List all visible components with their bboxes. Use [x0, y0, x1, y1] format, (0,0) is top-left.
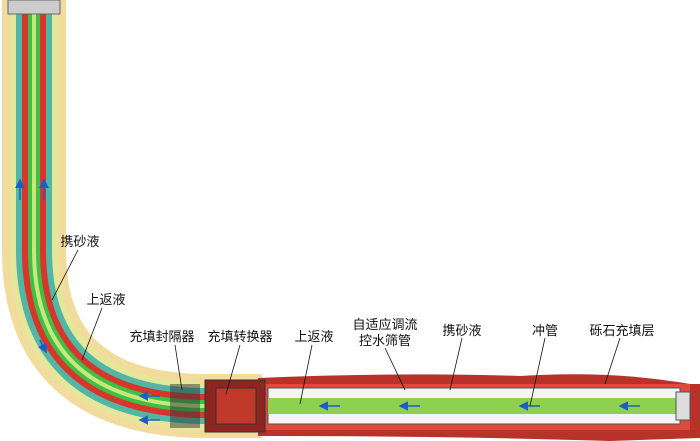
- label: 上返液: [86, 293, 125, 308]
- label: 上返液: [294, 330, 333, 345]
- label: 充填封隔器: [129, 329, 194, 345]
- label: 冲管: [532, 324, 558, 339]
- leaders: [51, 249, 621, 407]
- label: 充填转换器: [207, 329, 272, 345]
- horizontal-section: [170, 374, 700, 441]
- label: 携砂液: [442, 323, 481, 339]
- flow-arrows: [15, 178, 640, 425]
- label: 控水筛管: [359, 334, 411, 349]
- label: 自适应调流: [352, 317, 417, 333]
- vertical-well: [1, 0, 262, 438]
- label: 携砂液: [60, 234, 99, 250]
- label: 砾石充填层: [589, 323, 654, 339]
